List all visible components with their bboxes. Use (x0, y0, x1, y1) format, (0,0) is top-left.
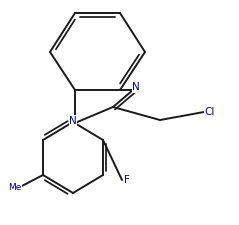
Text: N: N (132, 82, 140, 92)
Text: F: F (124, 175, 130, 185)
Text: Cl: Cl (205, 107, 215, 117)
Text: Me: Me (8, 184, 22, 193)
Text: N: N (69, 116, 77, 126)
